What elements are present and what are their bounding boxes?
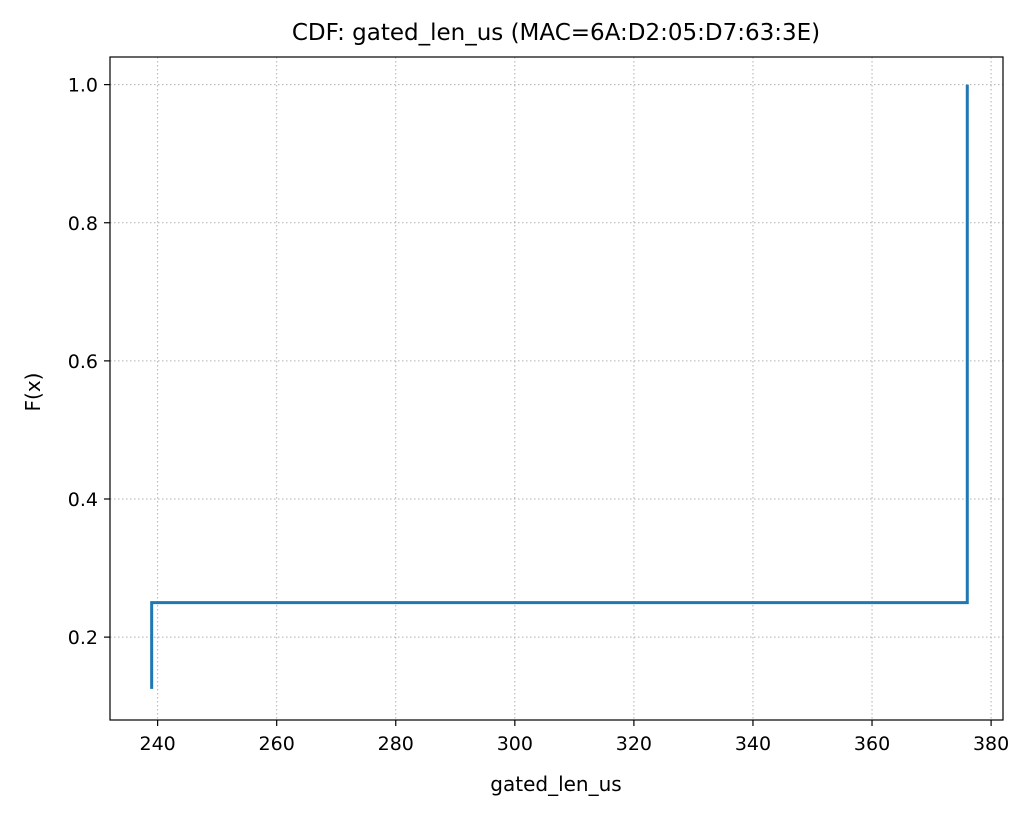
x-axis-ticks: 240 260 280 300 320 340 360 380 [139,720,1009,755]
x-tick-label: 240 [139,733,175,755]
axes-frame [109,56,1004,721]
x-tick-label: 260 [259,733,295,755]
x-tick-label: 360 [854,733,890,755]
y-tick-label: 0.6 [68,351,98,373]
y-tick-label: 1.0 [68,75,98,97]
grid-layer [110,57,1003,720]
x-tick-label: 280 [378,733,414,755]
y-axis-ticks: 0.2 0.4 0.6 0.8 1.0 [68,75,110,649]
y-tick-label: 0.2 [68,627,98,649]
series-layer [150,84,969,689]
x-axis-label: gated_len_us [490,772,621,796]
y-tick-label: 0.4 [68,489,98,511]
chart-title: CDF: gated_len_us (MAC=6A:D2:05:D7:63:3E… [292,20,820,46]
x-tick-label: 340 [735,733,771,755]
x-tick-label: 320 [616,733,652,755]
y-tick-label: 0.8 [68,213,98,235]
cdf-step-line [150,84,969,689]
y-axis-label: F(x) [21,373,45,412]
x-tick-label: 380 [973,733,1009,755]
x-tick-label: 300 [497,733,533,755]
